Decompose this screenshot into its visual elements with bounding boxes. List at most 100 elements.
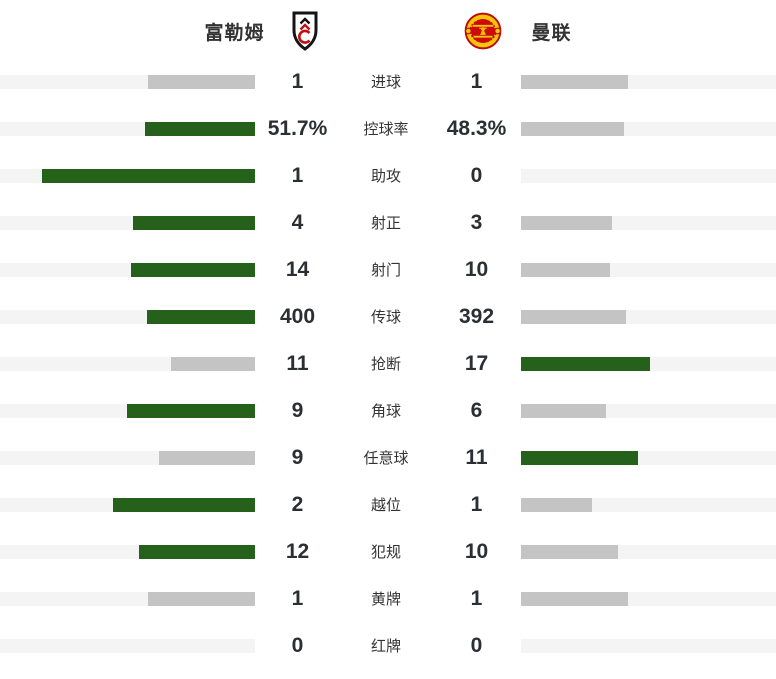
home-bar-track	[0, 262, 255, 277]
stat-label: 控球率	[363, 121, 409, 138]
away-bar	[521, 403, 606, 418]
home-bar	[148, 591, 255, 606]
away-value: 1	[470, 492, 483, 516]
away-bar	[521, 121, 624, 136]
home-value: 400	[279, 304, 316, 328]
match-header: 富勒姆	[0, 0, 776, 58]
team-away: 曼联	[464, 12, 572, 50]
home-bar-track	[0, 544, 255, 559]
stat-row: 1 助攻 0	[0, 152, 776, 199]
stat-row: 11 抢断 17	[0, 340, 776, 387]
away-bar-track	[521, 403, 776, 418]
stat-row: 12 犯规 10	[0, 528, 776, 575]
away-bar	[521, 356, 650, 371]
away-bar-track	[521, 356, 776, 371]
away-bar	[521, 309, 626, 324]
away-bar	[521, 74, 628, 89]
home-value: 14	[285, 257, 310, 281]
away-bar-track	[521, 215, 776, 230]
away-value: 0	[470, 633, 483, 657]
stat-label: 角球	[370, 403, 401, 420]
stat-label: 射正	[370, 215, 401, 232]
home-value: 4	[291, 210, 304, 234]
stat-row: 400 传球 392	[0, 293, 776, 340]
stat-label: 传球	[370, 309, 401, 326]
stat-label: 犯规	[370, 544, 401, 561]
home-bar-track	[0, 121, 255, 136]
stats-list: 1 进球 1 51.7% 控球率 48.3% 1 助攻 0 4 射正	[0, 58, 776, 669]
away-bar	[521, 215, 612, 230]
stat-row: 51.7% 控球率 48.3%	[0, 105, 776, 152]
away-bar	[521, 262, 610, 277]
away-bar-track	[521, 591, 776, 606]
home-bar	[148, 74, 255, 89]
away-bar	[521, 450, 638, 465]
home-value: 51.7%	[267, 116, 328, 140]
away-value: 6	[470, 398, 483, 422]
home-value: 11	[286, 351, 309, 375]
stat-row: 1 进球 1	[0, 58, 776, 105]
away-value: 10	[464, 257, 489, 281]
away-value: 3	[470, 210, 483, 234]
stat-label: 红牌	[370, 638, 401, 655]
home-value: 0	[291, 633, 304, 657]
home-value: 12	[285, 539, 310, 563]
stat-label: 黄牌	[370, 591, 401, 608]
home-bar	[147, 309, 255, 324]
away-value: 17	[464, 351, 489, 375]
home-bar-track	[0, 403, 255, 418]
home-value: 1	[291, 69, 304, 93]
away-value: 48.3%	[446, 116, 507, 140]
stat-row: 4 射正 3	[0, 199, 776, 246]
away-value: 11	[465, 445, 488, 469]
home-bar	[139, 544, 255, 559]
home-team-name: 富勒姆	[204, 22, 265, 44]
home-bar-track	[0, 74, 255, 89]
home-value: 9	[291, 398, 304, 422]
fulham-crest-icon	[291, 11, 319, 51]
stat-label: 射门	[370, 262, 401, 279]
home-bar-track	[0, 497, 255, 512]
home-bar	[133, 215, 255, 230]
home-value: 2	[291, 492, 304, 516]
header-spacer	[319, 31, 464, 32]
away-bar-track	[521, 168, 776, 183]
away-bar-track	[521, 638, 776, 653]
away-bar-track	[521, 497, 776, 512]
away-bar	[521, 591, 628, 606]
away-value: 392	[458, 304, 495, 328]
away-bar-track	[521, 74, 776, 89]
home-bar-track	[0, 309, 255, 324]
home-value: 1	[291, 163, 304, 187]
home-value: 1	[291, 586, 304, 610]
stat-row: 0 红牌 0	[0, 622, 776, 669]
away-value: 1	[470, 586, 483, 610]
away-bar-track	[521, 309, 776, 324]
away-value: 10	[464, 539, 489, 563]
stat-label: 助攻	[370, 168, 401, 185]
home-bar-track	[0, 356, 255, 371]
stat-label: 越位	[370, 497, 401, 514]
home-bar	[42, 168, 255, 183]
home-bar	[171, 356, 255, 371]
home-bar	[159, 450, 255, 465]
stat-row: 2 越位 1	[0, 481, 776, 528]
home-bar	[113, 497, 255, 512]
stat-label: 任意球	[363, 450, 409, 467]
stat-label: 进球	[370, 74, 401, 91]
away-bar-track	[521, 262, 776, 277]
home-bar	[145, 121, 255, 136]
home-bar-track	[0, 168, 255, 183]
home-value: 9	[291, 445, 304, 469]
stat-row: 9 任意球 11	[0, 434, 776, 481]
away-bar	[521, 544, 618, 559]
home-bar-track	[0, 450, 255, 465]
home-bar-track	[0, 215, 255, 230]
away-team-name: 曼联	[531, 22, 572, 44]
home-bar	[127, 403, 255, 418]
home-bar-track	[0, 638, 255, 653]
team-home: 富勒姆	[204, 11, 318, 51]
stat-label: 抢断	[370, 356, 401, 373]
away-bar-track	[521, 121, 776, 136]
